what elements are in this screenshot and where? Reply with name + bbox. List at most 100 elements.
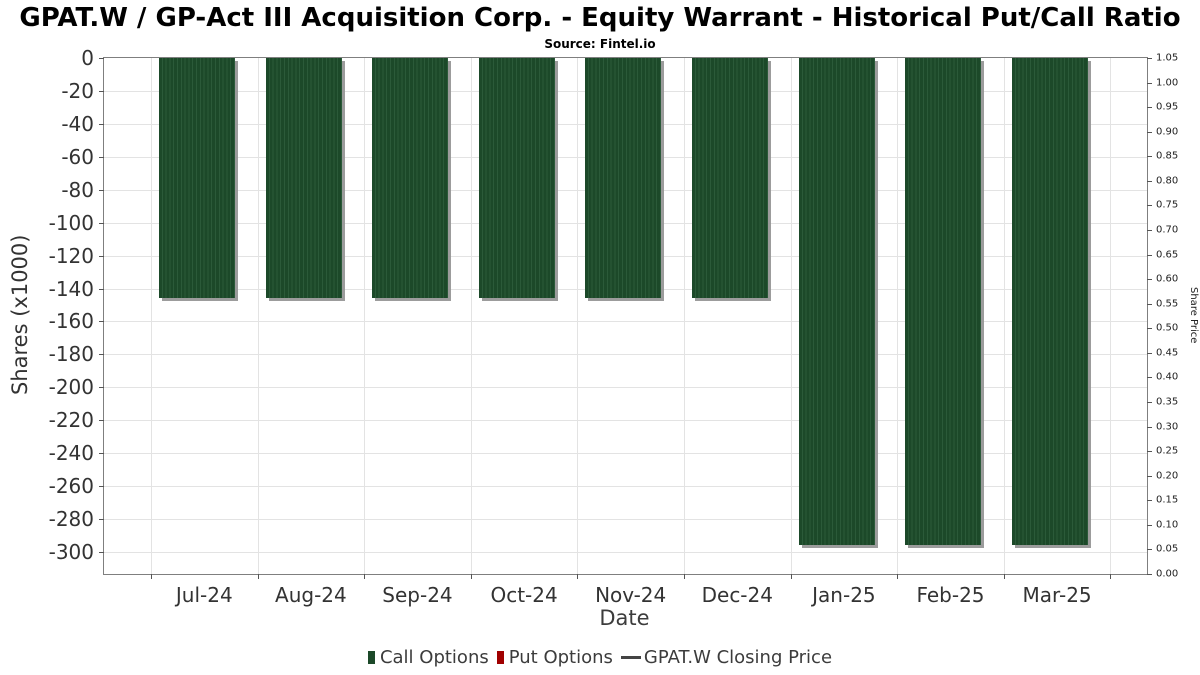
bar-call-options-dec-24 <box>692 58 768 298</box>
x-axis-tick <box>364 574 366 579</box>
right-axis-tick <box>1147 574 1152 575</box>
right-axis-tick-label: 0.45 <box>1156 347 1179 359</box>
x-axis-tick-label: Aug-24 <box>275 583 347 607</box>
right-axis-tick-label: 1.00 <box>1156 77 1179 89</box>
closing-price-line-icon <box>620 656 641 659</box>
x-axis-tick-label: Oct-24 <box>490 583 558 607</box>
gridline-horizontal <box>104 519 1147 521</box>
left-axis-tick <box>99 453 104 455</box>
x-axis-tick <box>151 574 152 579</box>
right-axis-tick-label: 0.20 <box>1156 470 1179 482</box>
x-axis-tick-label: Nov-24 <box>595 583 667 607</box>
x-axis-tick <box>897 574 899 579</box>
left-axis-tick-label: -280 <box>48 507 94 532</box>
left-axis-tick-label: -260 <box>48 474 94 499</box>
legend-item-put-options: Put Options <box>496 647 613 668</box>
x-axis-tick-label: Jan-25 <box>812 583 876 607</box>
bar-call-options-aug-24 <box>265 58 342 298</box>
left-axis-tick <box>99 387 104 389</box>
gridline-horizontal <box>104 387 1147 389</box>
right-axis-tick <box>1147 230 1152 231</box>
chart-title: GPAT.W / GP-Act III Acquisition Corp. - … <box>19 3 1181 33</box>
gridline-horizontal <box>104 552 1147 553</box>
x-axis-tick <box>790 574 792 579</box>
right-axis-tick <box>1147 180 1152 182</box>
gridline-vertical <box>1110 58 1112 574</box>
right-axis-tick-label: 0.30 <box>1156 421 1179 433</box>
left-axis-tick <box>99 486 104 488</box>
left-axis-tick-label: -200 <box>48 375 94 400</box>
right-axis-tick <box>1147 303 1152 305</box>
right-axis-tick <box>1147 549 1152 551</box>
bar-call-options-jan-25 <box>798 58 875 545</box>
left-axis-tick-label: -180 <box>48 342 94 367</box>
left-axis-tick <box>99 90 104 92</box>
right-axis-tick-label: 0.40 <box>1156 371 1179 383</box>
gridline-vertical <box>577 58 579 574</box>
left-axis-tick-label: -240 <box>48 441 94 466</box>
legend-label: Call Options <box>379 647 489 668</box>
left-axis-tick <box>99 420 104 422</box>
left-axis-tick <box>99 189 104 191</box>
gridline-vertical <box>151 58 152 574</box>
right-axis-tick-label: 0.00 <box>1156 568 1179 580</box>
right-axis-title: Share Price <box>1188 286 1199 344</box>
legend-label: GPAT.W Closing Price <box>643 647 833 668</box>
x-axis-title: Date <box>599 606 650 630</box>
legend: Call Options Put Options GPAT.W Closing … <box>0 647 1200 668</box>
right-axis-tick <box>1147 254 1152 256</box>
right-axis-tick <box>1147 328 1152 330</box>
gridline-vertical <box>470 58 472 574</box>
right-axis-tick <box>1147 279 1152 281</box>
gridline-horizontal <box>104 486 1147 488</box>
left-axis-tick <box>99 321 104 323</box>
left-axis-tick-label: 0 <box>81 46 94 70</box>
right-axis-tick-label: 0.25 <box>1156 445 1179 457</box>
legend-item-closing-price: GPAT.W Closing Price <box>620 647 833 668</box>
left-axis-tick <box>99 123 104 125</box>
left-axis-tick <box>99 552 104 553</box>
right-axis-tick <box>1147 524 1152 526</box>
left-axis-tick-label: -140 <box>48 276 94 301</box>
x-axis-tick-label: Dec-24 <box>701 583 773 607</box>
bar-call-options-oct-24 <box>478 58 555 298</box>
plot-area: 0 -20 -40 -60 -80 -100 -120 -140 -160 -180 -200 -22… <box>49 46 1179 607</box>
bar-call-options-sep-24 <box>372 58 449 298</box>
right-axis-tick <box>1147 475 1152 477</box>
right-axis-tick-label: 0.70 <box>1156 224 1179 236</box>
right-axis-tick-label: 0.95 <box>1156 101 1179 113</box>
gridline-vertical <box>1003 58 1005 574</box>
right-axis-tick-label: 0.60 <box>1156 273 1179 285</box>
put-options-swatch-icon <box>496 651 504 664</box>
x-axis-tick <box>1110 574 1112 579</box>
right-axis-tick <box>1147 451 1152 453</box>
x-axis-tick <box>684 574 685 579</box>
left-axis-tick <box>99 288 104 290</box>
right-axis-tick-label: 0.90 <box>1156 126 1179 138</box>
left-axis-tick <box>99 156 104 158</box>
right-axis-tick <box>1147 82 1152 84</box>
right-axis-tick-label: 0.80 <box>1156 175 1179 187</box>
right-axis-tick <box>1147 58 1152 59</box>
left-axis-tick <box>99 58 104 59</box>
right-axis-tick-label: 1.05 <box>1156 52 1179 64</box>
gridline-horizontal <box>104 354 1147 356</box>
right-axis-tick <box>1147 402 1152 403</box>
right-axis-tick-label: 0.15 <box>1156 494 1179 506</box>
right-axis-tick-label: 0.85 <box>1156 150 1179 162</box>
right-axis-tick-label: 0.05 <box>1156 543 1179 555</box>
gridline-vertical <box>897 58 899 574</box>
right-axis-tick <box>1147 107 1152 109</box>
right-axis-tick <box>1147 377 1152 379</box>
left-axis-tick-label: -160 <box>48 309 94 334</box>
right-axis-tick-label: 0.50 <box>1156 322 1179 334</box>
left-axis-tick-label: -100 <box>48 210 94 235</box>
left-axis-tick <box>99 222 104 224</box>
gridline-horizontal <box>104 420 1147 422</box>
right-axis-tick <box>1147 426 1152 428</box>
x-axis-tick-label: Jul-24 <box>175 583 233 607</box>
left-axis-tick-label: -80 <box>61 177 94 202</box>
x-axis-tick <box>577 574 579 579</box>
left-axis-tick <box>99 354 104 356</box>
